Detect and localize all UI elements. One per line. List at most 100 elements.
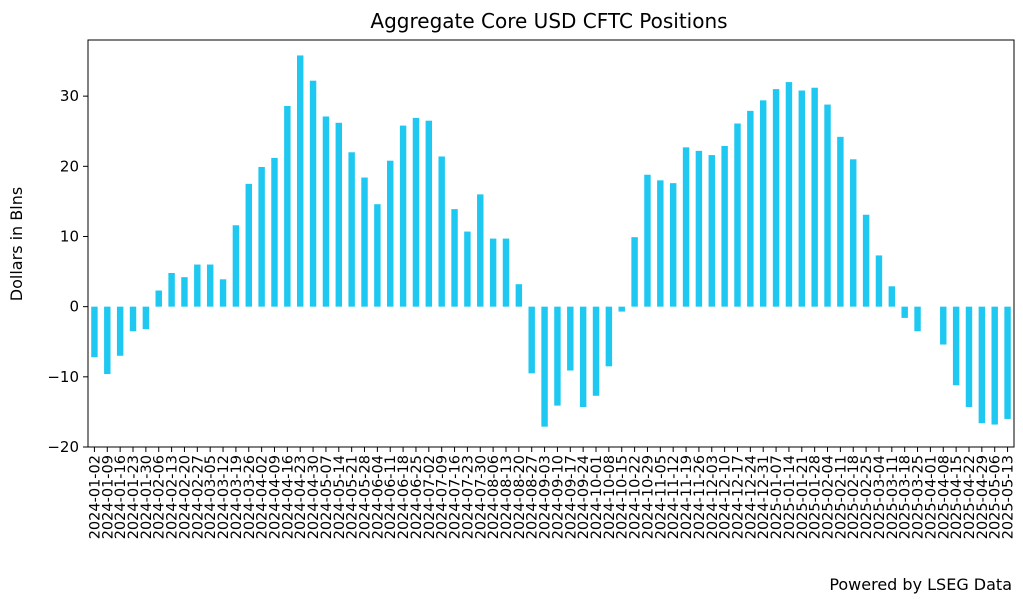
x-tick-label: 2024-04-09 (267, 455, 283, 539)
x-tick-label: 2024-02-27 (190, 455, 206, 539)
x-tick-label: 2024-11-26 (692, 455, 708, 539)
x-tick-label: 2024-10-15 (615, 455, 631, 539)
x-tick-label: 2024-08-13 (499, 455, 515, 539)
x-tick-label: 2025-04-15 (949, 455, 965, 539)
bar-2024-10-15 (618, 306, 625, 312)
bar-2024-08-06 (489, 238, 497, 307)
bar-2024-08-13 (502, 238, 510, 307)
y-tick-label: −20 (47, 438, 79, 456)
bar-2024-04-23 (296, 55, 304, 307)
bar-2024-10-01 (592, 306, 600, 396)
x-tick-label: 2024-04-16 (280, 455, 296, 539)
x-tick-label: 2024-07-09 (435, 455, 451, 539)
x-tick-label: 2024-08-20 (512, 455, 528, 539)
bar-2025-02-04 (824, 104, 831, 307)
bar-2025-02-18 (850, 159, 857, 307)
bar-2025-01-14 (785, 82, 793, 307)
bar-2024-10-22 (631, 237, 638, 307)
bar-2024-05-21 (348, 152, 355, 307)
bar-2025-03-25 (914, 306, 921, 332)
bar-2025-05-13 (1004, 306, 1011, 419)
x-tick-label: 2024-12-17 (730, 455, 746, 539)
bar-2024-07-09 (438, 156, 445, 307)
x-tick-label: 2024-06-18 (396, 455, 412, 539)
bar-2025-03-04 (875, 255, 883, 307)
bar-2024-05-14 (335, 122, 343, 307)
bar-2025-01-07 (772, 89, 780, 307)
x-tick-label: 2024-09-24 (576, 455, 592, 539)
x-tick-label: 2024-05-14 (332, 455, 348, 539)
x-tick-label: 2024-01-02 (87, 455, 103, 539)
bar-2024-07-16 (451, 209, 458, 307)
bar-2024-08-20 (515, 284, 523, 307)
bar-2024-04-30 (309, 80, 317, 307)
x-tick-label: 2024-12-24 (743, 455, 759, 539)
x-tick-label: 2025-03-25 (911, 455, 927, 539)
x-tick-label: 2024-09-10 (550, 455, 566, 539)
x-tick-label: 2025-03-18 (898, 455, 914, 539)
x-tick-label: 2024-02-06 (152, 455, 168, 539)
x-tick-label: 2024-10-29 (640, 455, 656, 539)
bar-2024-07-02 (425, 120, 433, 307)
bar-2024-12-31 (759, 100, 767, 307)
bar-2024-12-24 (747, 110, 754, 307)
bar-2024-09-03 (541, 306, 548, 427)
bar-2024-02-20 (181, 277, 188, 307)
x-tick-label: 2024-12-10 (718, 455, 734, 539)
x-tick-label: 2024-05-21 (345, 455, 361, 539)
bar-2024-04-02 (258, 167, 265, 307)
bar-2025-04-22 (965, 306, 973, 408)
x-tick-label: 2024-07-02 (422, 455, 438, 539)
bar-2024-01-02 (91, 306, 98, 358)
x-tick-label: 2024-01-30 (139, 455, 155, 539)
x-tick-label: 2025-03-04 (872, 455, 888, 539)
y-tick-label: 20 (60, 157, 79, 175)
x-tick-label: 2024-12-31 (756, 455, 772, 539)
x-tick-label: 2024-03-19 (229, 455, 245, 539)
x-tick-label: 2024-09-03 (538, 455, 554, 539)
x-tick-label: 2024-08-06 (486, 455, 502, 539)
bar-2024-11-05 (657, 180, 664, 307)
plot-frame (87, 39, 1015, 448)
x-tick-label: 2025-04-29 (975, 455, 991, 539)
bar-2024-06-11 (387, 160, 394, 307)
x-tick-label: 2024-04-02 (255, 455, 271, 539)
x-tick-label: 2024-10-01 (589, 455, 605, 539)
x-tick-label: 2024-06-11 (383, 455, 399, 539)
bar-2024-07-23 (464, 231, 471, 307)
bar-2024-03-05 (206, 264, 214, 307)
y-tick-label: 30 (60, 87, 79, 105)
bar-2025-02-11 (837, 136, 844, 307)
bar-2024-09-24 (579, 306, 587, 408)
x-tick-label: 2024-11-05 (653, 455, 669, 539)
bar-2024-05-28 (361, 177, 368, 307)
x-tick-label: 2024-05-07 (319, 455, 335, 539)
bar-2024-11-12 (669, 183, 677, 307)
x-tick-label: 2025-04-08 (936, 455, 952, 539)
bar-2024-07-30 (477, 194, 484, 307)
bar-2024-09-10 (554, 306, 561, 406)
bar-2025-04-08 (940, 306, 947, 345)
bar-2024-03-12 (219, 279, 227, 307)
x-tick-label: 2025-03-11 (885, 455, 901, 539)
x-tick-label: 2024-01-16 (113, 455, 129, 539)
x-tick-label: 2025-02-25 (859, 455, 875, 539)
chart-title: Aggregate Core USD CFTC Positions (370, 9, 727, 33)
bar-2025-03-18 (901, 306, 908, 318)
x-tick-label: 2024-07-23 (460, 455, 476, 539)
x-tick-label: 2024-04-30 (306, 455, 322, 539)
bar-2024-10-29 (644, 174, 651, 307)
y-axis-ticks: −20 −10 0 10 20 30 (47, 87, 88, 456)
bar-2025-05-06 (991, 306, 998, 425)
x-tick-label: 2024-07-30 (473, 455, 489, 539)
bar-2025-04-29 (978, 306, 986, 424)
bar-2024-01-23 (129, 306, 137, 332)
x-tick-label: 2025-01-28 (808, 455, 824, 539)
x-tick-label: 2024-12-03 (705, 455, 721, 539)
bar-2024-10-08 (605, 306, 613, 367)
bar-2025-01-28 (811, 87, 818, 307)
y-tick-label: 0 (69, 298, 79, 316)
bar-2024-09-17 (567, 306, 574, 371)
x-tick-label: 2024-06-04 (370, 455, 386, 539)
bar-2024-01-30 (142, 306, 150, 330)
